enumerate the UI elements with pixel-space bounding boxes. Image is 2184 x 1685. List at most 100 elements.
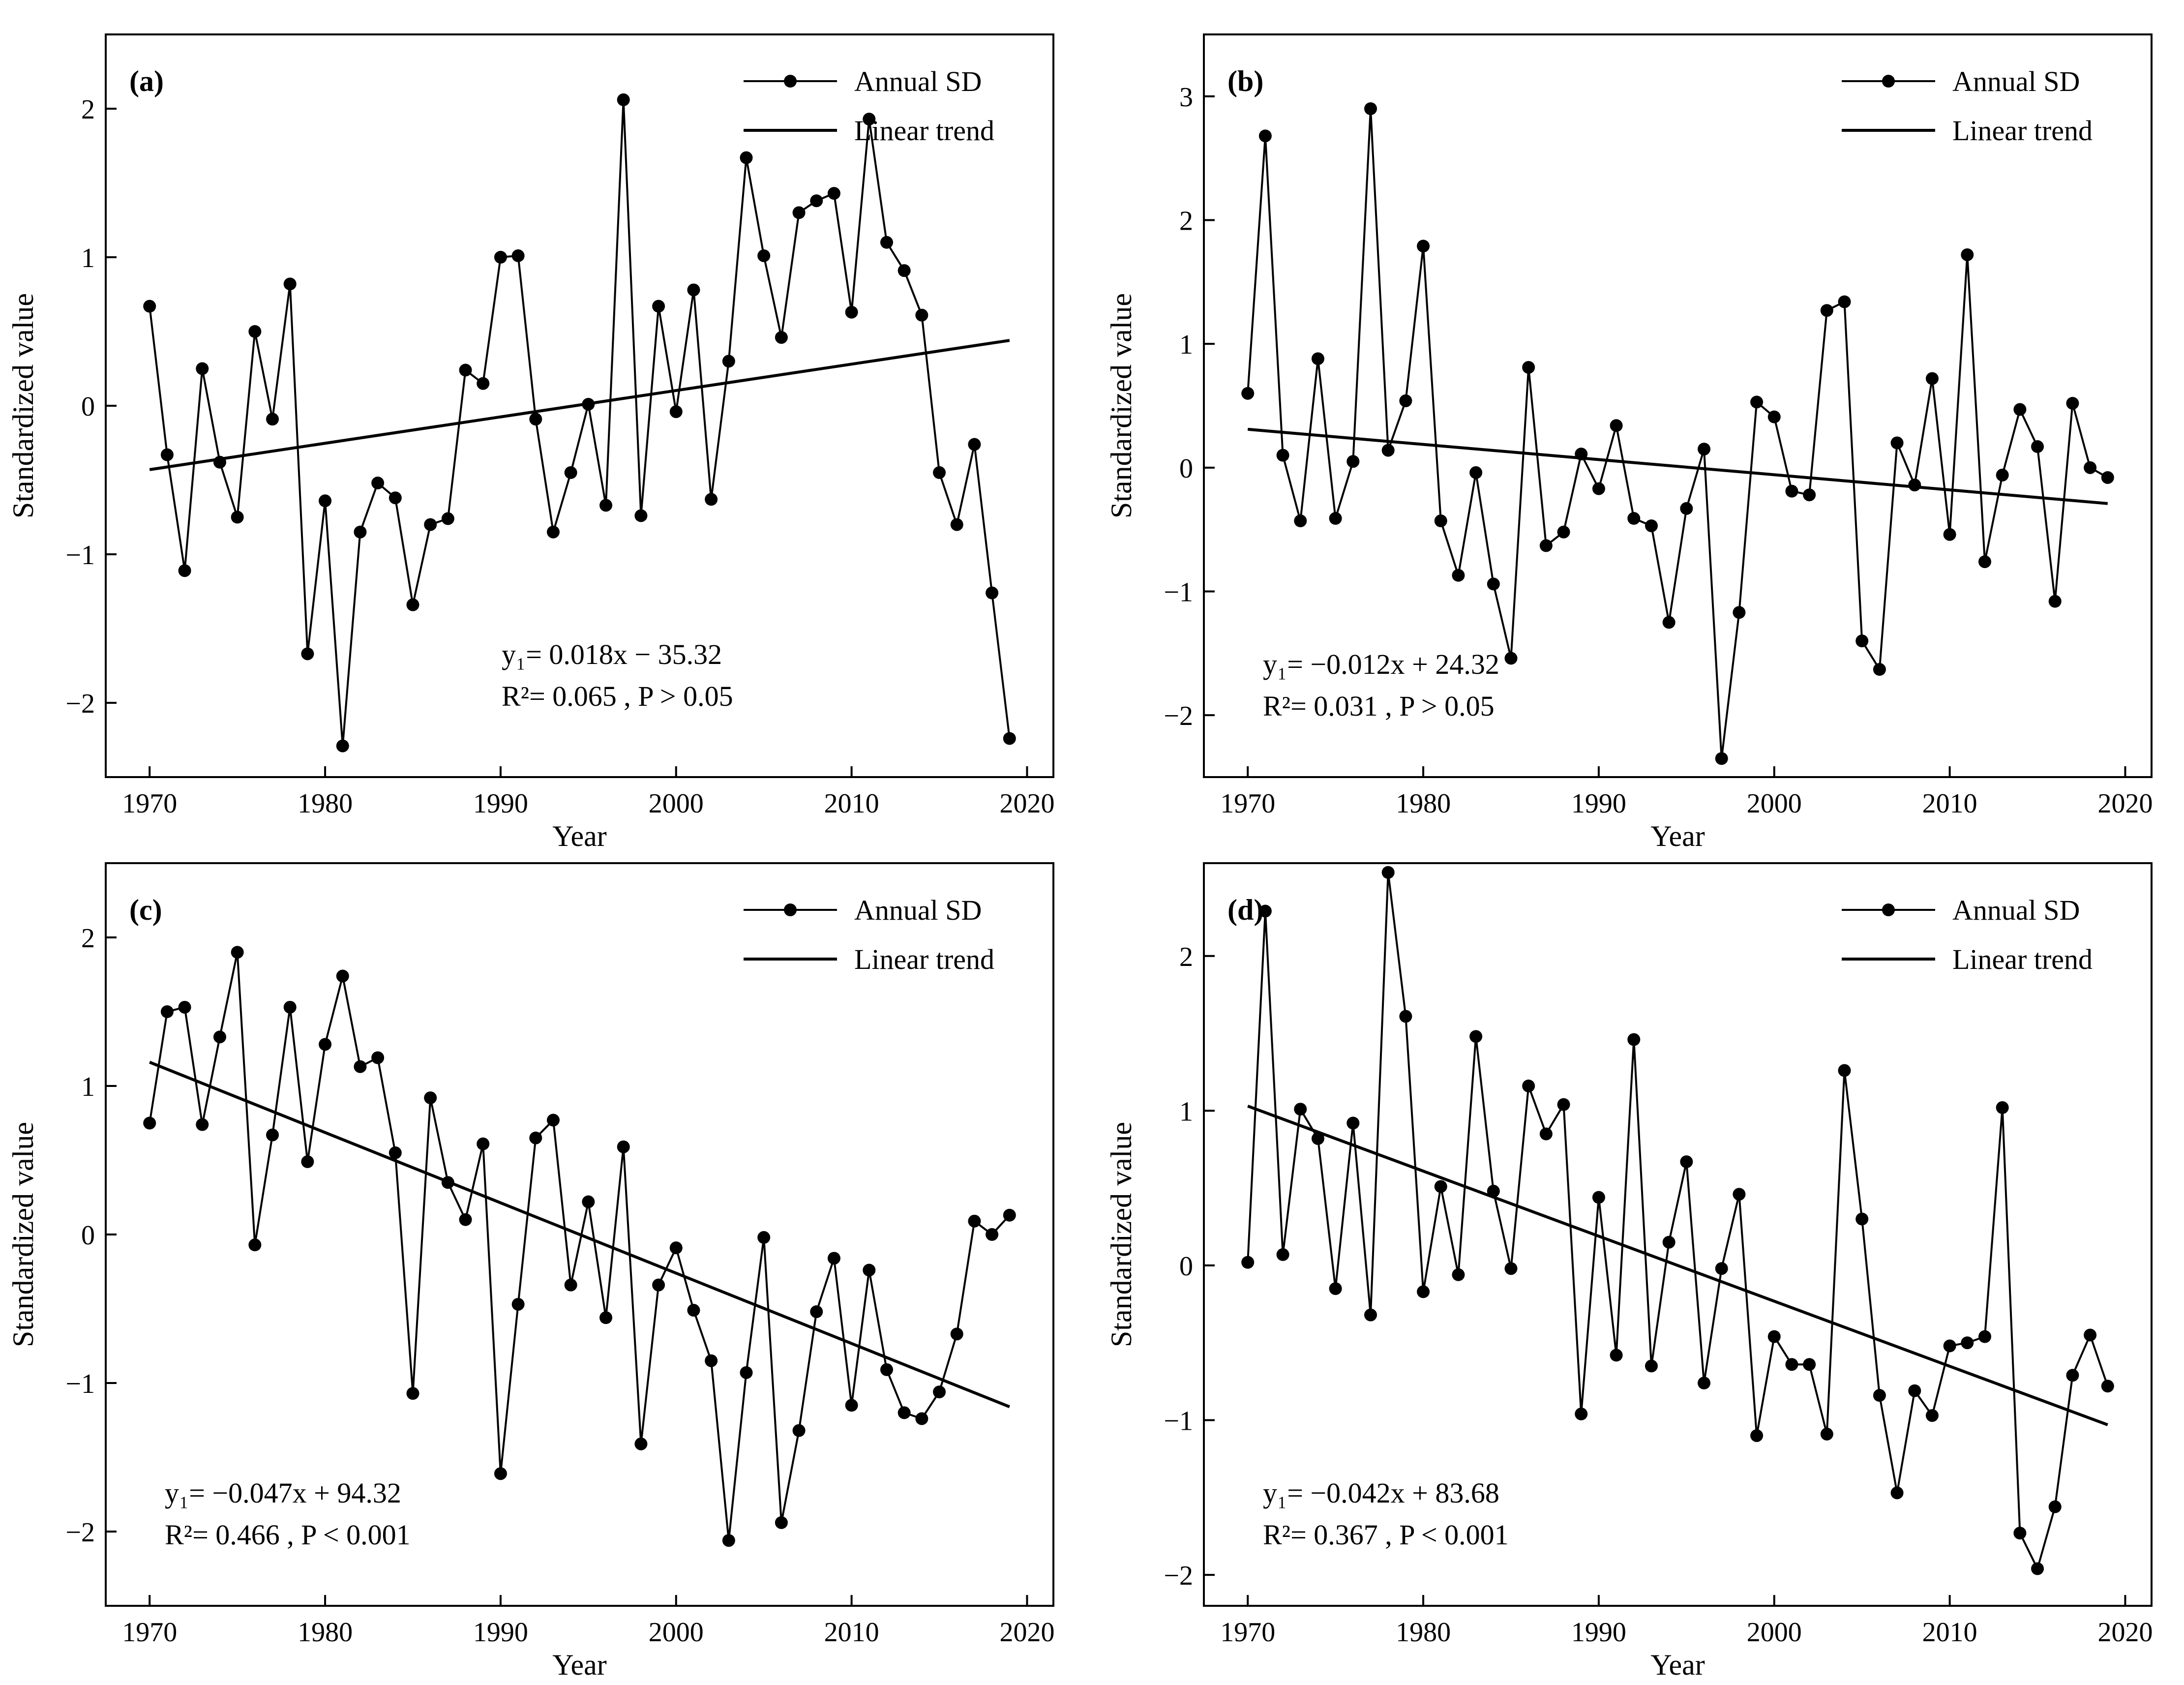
y-tick-label: 3 (1179, 82, 1193, 113)
data-point (1873, 663, 1886, 676)
data-point (1978, 1330, 1991, 1343)
data-point (1961, 248, 1974, 261)
data-point (1522, 361, 1535, 374)
data-point (722, 1534, 735, 1547)
data-point (371, 1051, 385, 1064)
data-point (2048, 595, 2062, 608)
data-point (2031, 1562, 2044, 1575)
data-point (1662, 1235, 1675, 1249)
chart-panel-d: 1970 1980 1990 2000 2010 2020 −2 −1 0 1 2 Year Stand… (1105, 862, 2153, 1681)
plot-frame (1203, 862, 2153, 1607)
r-squared-line: R²= 0.031 , P > 0.05 (1263, 690, 1495, 722)
data-point (599, 499, 613, 512)
x-tick-label: 1990 (1571, 788, 1626, 819)
y-tick-label: 1 (1179, 1096, 1193, 1127)
data-point (1855, 634, 1869, 648)
data-point (1820, 1427, 1833, 1441)
data-point (1785, 484, 1798, 498)
data-point (319, 1038, 332, 1051)
data-point (740, 1366, 753, 1379)
data-point (827, 1252, 840, 1265)
data-point (319, 494, 332, 508)
data-point (1557, 525, 1570, 539)
data-point (1399, 394, 1412, 407)
chart-panel-b: 1970 1980 1990 2000 2010 2020 −2 −1 0 1 2 3 Year Stan… (1105, 33, 2153, 852)
y-tick-label: 0 (81, 391, 95, 422)
data-point (986, 1228, 999, 1241)
data-point (775, 331, 788, 344)
data-point (1750, 395, 1764, 409)
chart-panel-a: 1970 1980 1990 2000 2010 2020 −2 −1 0 1 2 Year Stand… (7, 33, 1054, 852)
data-point (371, 477, 385, 490)
y-tick-label: 0 (1179, 1251, 1193, 1282)
data-point (1434, 514, 1447, 528)
data-point (477, 1137, 490, 1150)
x-tick-label: 1970 (122, 788, 177, 819)
data-point (757, 249, 771, 262)
y-tick-label: 2 (81, 923, 95, 954)
data-point (2084, 461, 2097, 474)
data-point (1680, 502, 1693, 515)
data-point (1750, 1429, 1764, 1442)
data-point (827, 187, 840, 200)
data-point (1961, 1336, 1974, 1350)
data-point (1575, 448, 1588, 461)
series-line (1247, 108, 2108, 760)
series-line (149, 98, 1011, 747)
data-point (599, 1311, 613, 1324)
data-point (1803, 1358, 1816, 1371)
legend-trend-label: Linear trend (854, 115, 994, 147)
y-tick-label: 2 (1179, 942, 1193, 972)
x-tick-label: 2000 (1747, 1617, 1802, 1648)
data-point (652, 1278, 665, 1292)
data-point (2031, 440, 2044, 453)
data-point (1943, 1339, 1956, 1353)
y-axis-title: Standardized value (7, 293, 39, 518)
x-tick-label: 1970 (122, 1617, 177, 1648)
series-line (149, 951, 1011, 1542)
data-point (1610, 1349, 1623, 1362)
data-point (283, 1000, 297, 1014)
x-tick-label: 1980 (1396, 788, 1451, 819)
data-point (933, 1385, 946, 1399)
y-tick-label: 1 (1179, 330, 1193, 360)
y-tick-label: −1 (1164, 577, 1193, 608)
data-point (283, 277, 297, 291)
data-point (529, 413, 542, 426)
data-point (775, 1516, 788, 1529)
data-point (1539, 539, 1553, 552)
data-point (301, 647, 314, 661)
y-tick-label: 1 (81, 243, 95, 273)
data-point (441, 512, 454, 525)
legend-series-marker (1882, 903, 1895, 916)
data-point (2013, 403, 2027, 416)
data-point (546, 1113, 560, 1127)
y-axis-title: Standardized value (1105, 1122, 1137, 1347)
trend-line (149, 339, 1010, 471)
data-point (441, 1176, 454, 1189)
data-point (1346, 455, 1360, 468)
x-tick-label: 2000 (649, 788, 704, 819)
data-point (582, 397, 595, 411)
x-tick-label: 1980 (298, 788, 353, 819)
data-point (1785, 1358, 1798, 1371)
panel-label: (d) (1227, 894, 1263, 926)
chart-panel-c: 1970 1980 1990 2000 2010 2020 −2 −1 0 1 2 Year Stand… (7, 862, 1054, 1681)
data-point (178, 1000, 191, 1014)
data-point (1767, 410, 1781, 423)
data-point (511, 1297, 525, 1311)
y-tick-label: −1 (1164, 1406, 1193, 1437)
x-tick-label: 1980 (1396, 1617, 1451, 1648)
data-point (459, 1213, 472, 1226)
data-point (652, 300, 665, 313)
data-point (1698, 1377, 1711, 1389)
data-point (845, 1399, 858, 1412)
y-tick-label: 1 (81, 1072, 95, 1102)
legend-series-marker (784, 903, 797, 916)
y-axis-title: Standardized value (1105, 293, 1137, 518)
data-point (1715, 752, 1728, 765)
data-point (617, 1140, 630, 1153)
data-point (933, 466, 946, 479)
legend-series-label: Annual SD (854, 894, 982, 926)
plot-frame (1203, 33, 2153, 778)
